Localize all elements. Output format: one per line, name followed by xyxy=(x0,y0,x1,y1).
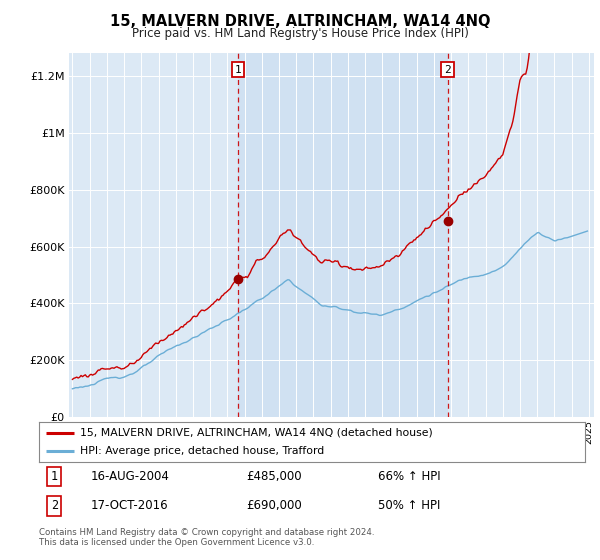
Bar xyxy=(238,53,448,417)
Text: Price paid vs. HM Land Registry's House Price Index (HPI): Price paid vs. HM Land Registry's House … xyxy=(131,27,469,40)
Text: 2: 2 xyxy=(51,500,58,512)
Text: HPI: Average price, detached house, Trafford: HPI: Average price, detached house, Traf… xyxy=(80,446,324,456)
Text: 15, MALVERN DRIVE, ALTRINCHAM, WA14 4NQ: 15, MALVERN DRIVE, ALTRINCHAM, WA14 4NQ xyxy=(110,14,490,29)
Text: 1: 1 xyxy=(235,64,241,74)
Text: £485,000: £485,000 xyxy=(247,470,302,483)
Text: 1: 1 xyxy=(51,470,58,483)
Text: 16-AUG-2004: 16-AUG-2004 xyxy=(91,470,170,483)
Text: £690,000: £690,000 xyxy=(247,500,302,512)
Text: 50% ↑ HPI: 50% ↑ HPI xyxy=(377,500,440,512)
Text: 15, MALVERN DRIVE, ALTRINCHAM, WA14 4NQ (detached house): 15, MALVERN DRIVE, ALTRINCHAM, WA14 4NQ … xyxy=(80,428,433,437)
Text: 2: 2 xyxy=(444,64,451,74)
Text: 66% ↑ HPI: 66% ↑ HPI xyxy=(377,470,440,483)
Text: Contains HM Land Registry data © Crown copyright and database right 2024.
This d: Contains HM Land Registry data © Crown c… xyxy=(39,528,374,547)
Text: 17-OCT-2016: 17-OCT-2016 xyxy=(91,500,169,512)
